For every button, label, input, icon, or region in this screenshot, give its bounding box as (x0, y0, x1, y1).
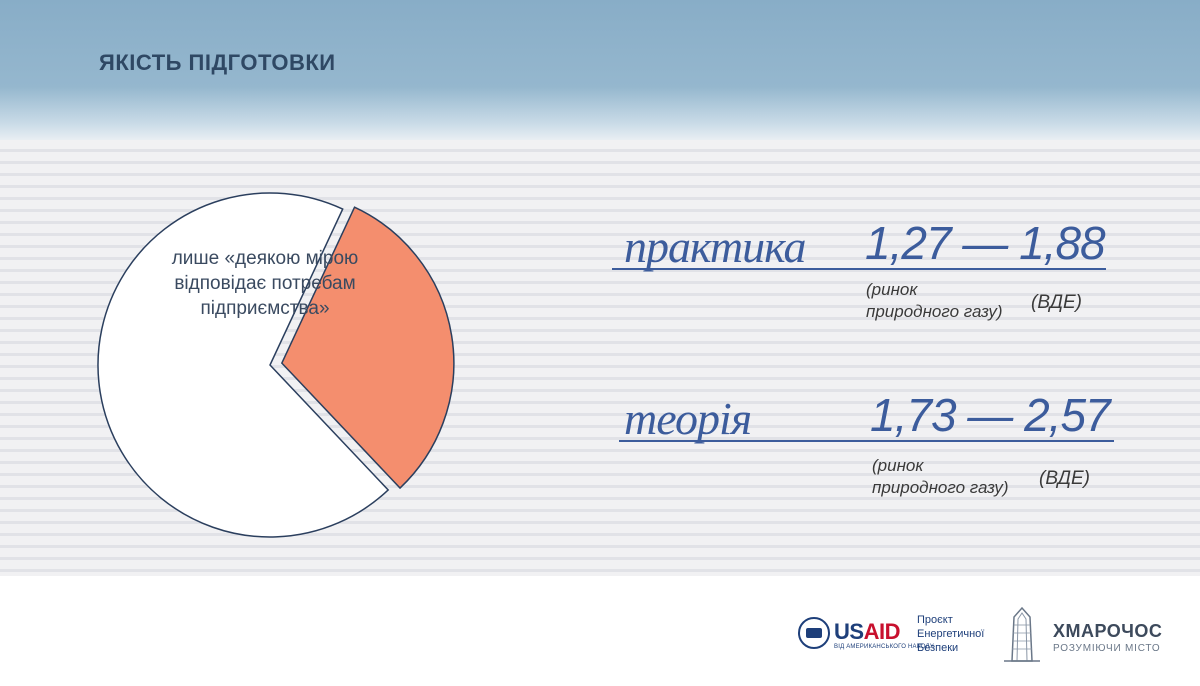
value-practice: 1,27 — 1,88 (865, 217, 1106, 269)
note-theory-vde: (ВДЕ) (1039, 468, 1090, 489)
usaid-seal-icon (798, 617, 830, 649)
pie-chart (97, 192, 455, 538)
header-banner (0, 0, 1200, 145)
note-practice-vde: (ВДЕ) (1031, 292, 1082, 313)
brand-tagline: РОЗУМІЮЧИ МІСТО (1053, 643, 1161, 654)
usaid-logo-us: US (834, 619, 864, 644)
project-line-3: Безпеки (917, 642, 959, 654)
pie-slice-highlight (280, 206, 455, 490)
project-line-1: Проєкт (917, 614, 953, 626)
usaid-tagline: ВІД АМЕРИКАНСЬКОГО НАРОДУ (834, 644, 934, 650)
note-practice-gas: (ринок природного газу) (866, 280, 1003, 321)
usaid-logo-aid: AID (863, 619, 901, 644)
slide-title: ЯКІСТЬ ПІДГОТОВКИ (99, 50, 336, 75)
usaid-logo: USAID (834, 619, 900, 645)
brand-name: ХМАРОЧОС (1053, 621, 1163, 641)
skyscraper-logo-icon (1004, 606, 1040, 662)
note-theory-gas: (ринок природного газу) (872, 456, 1009, 497)
pie-slice-main (97, 192, 390, 538)
underline-theory (619, 440, 1114, 442)
footer (0, 576, 1200, 686)
label-practice: практика (624, 221, 807, 272)
label-theory: теорія (624, 393, 752, 444)
project-name: Проєкт Енергетичної Безпеки (917, 613, 984, 655)
value-theory: 1,73 — 2,57 (870, 389, 1111, 441)
underline-practice (612, 268, 1106, 270)
pie-slice-label: лише «деякою мірою відповідає потребам п… (171, 248, 359, 319)
project-line-2: Енергетичної (917, 628, 985, 640)
